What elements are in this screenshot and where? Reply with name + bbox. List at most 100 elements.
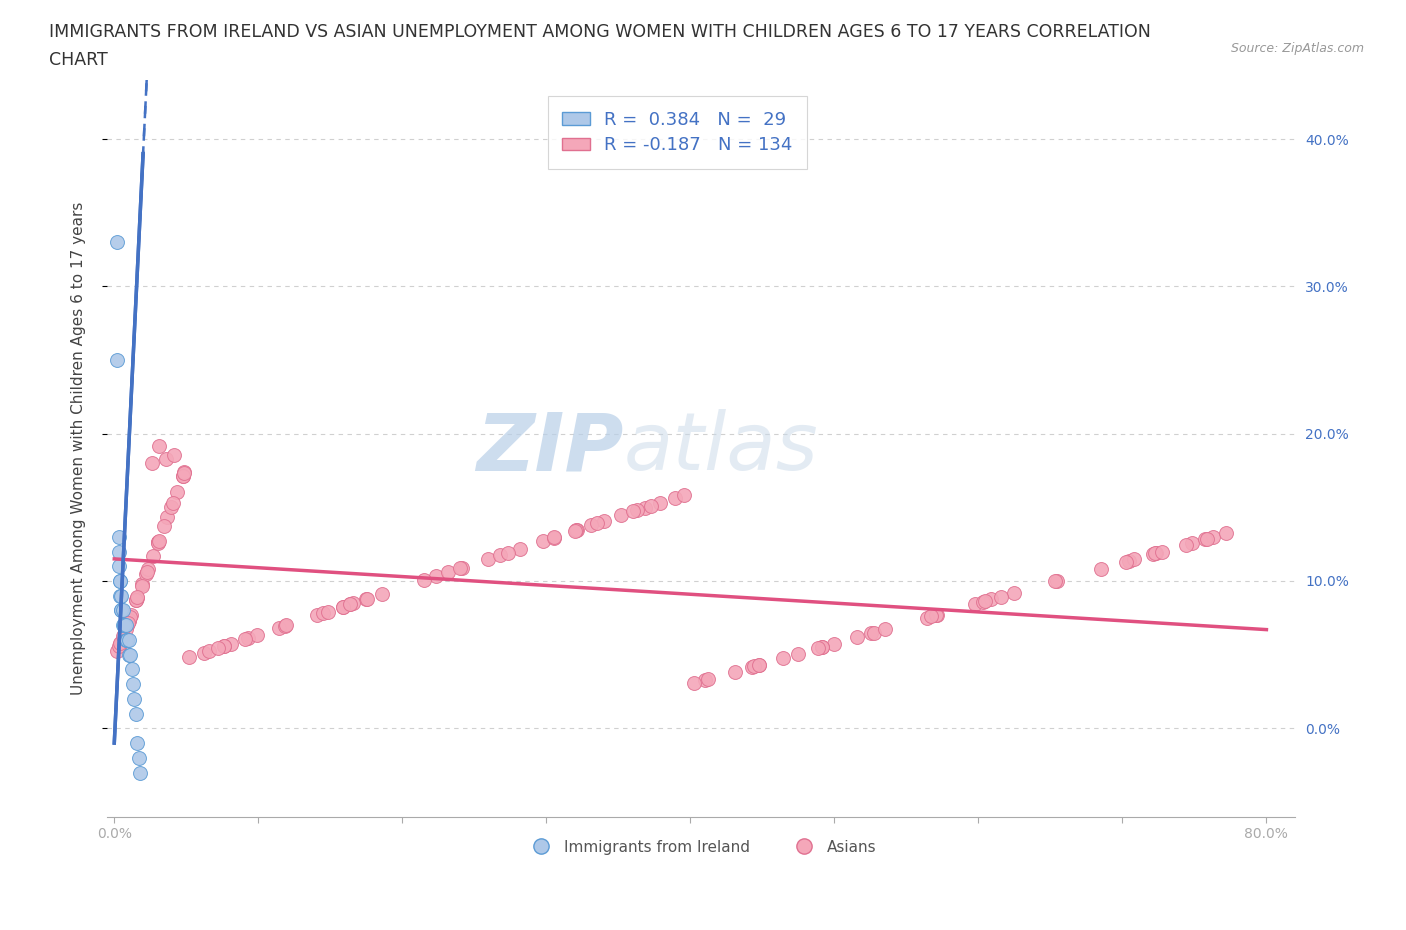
Point	[742, 658, 765, 673]
Point	[129, 765, 152, 780]
Point	[148, 438, 170, 453]
Point	[640, 498, 662, 513]
Point	[648, 495, 671, 510]
Point	[610, 508, 633, 523]
Point	[115, 618, 138, 632]
Point	[135, 565, 157, 579]
Point	[846, 630, 869, 644]
Point	[212, 639, 235, 654]
Legend: Immigrants from Ireland, Asians: Immigrants from Ireland, Asians	[520, 833, 883, 860]
Point	[1090, 561, 1112, 576]
Point	[207, 641, 229, 656]
Point	[437, 565, 460, 579]
Point	[118, 632, 141, 647]
Point	[166, 485, 188, 499]
Point	[110, 589, 132, 604]
Point	[823, 636, 845, 651]
Point	[146, 535, 169, 550]
Point	[693, 672, 716, 687]
Point	[1045, 574, 1067, 589]
Point	[683, 675, 706, 690]
Point	[114, 632, 136, 647]
Point	[173, 465, 195, 480]
Point	[626, 502, 648, 517]
Point	[177, 650, 200, 665]
Point	[108, 574, 131, 589]
Point	[125, 592, 148, 607]
Point	[1002, 586, 1025, 601]
Point	[105, 644, 128, 658]
Point	[105, 352, 128, 367]
Point	[1142, 547, 1164, 562]
Point	[107, 544, 129, 559]
Point	[120, 607, 142, 622]
Point	[111, 618, 134, 632]
Point	[141, 456, 163, 471]
Point	[114, 621, 136, 636]
Point	[565, 523, 588, 538]
Point	[172, 469, 194, 484]
Point	[112, 618, 135, 632]
Point	[118, 610, 141, 625]
Point	[135, 566, 157, 581]
Point	[246, 628, 269, 643]
Point	[633, 500, 655, 515]
Point	[672, 487, 695, 502]
Point	[1202, 529, 1225, 544]
Point	[354, 591, 377, 606]
Point	[862, 625, 884, 640]
Text: IMMIGRANTS FROM IRELAND VS ASIAN UNEMPLOYMENT AMONG WOMEN WITH CHILDREN AGES 6 T: IMMIGRANTS FROM IRELAND VS ASIAN UNEMPLO…	[49, 23, 1152, 41]
Point	[276, 618, 298, 632]
Point	[122, 677, 145, 692]
Point	[1046, 574, 1069, 589]
Point	[193, 645, 215, 660]
Point	[564, 523, 586, 538]
Point	[1215, 526, 1237, 541]
Point	[980, 592, 1002, 607]
Point	[127, 736, 149, 751]
Point	[1181, 536, 1204, 551]
Point	[741, 659, 763, 674]
Point	[162, 496, 184, 511]
Text: Source: ZipAtlas.com: Source: ZipAtlas.com	[1230, 42, 1364, 55]
Point	[1175, 538, 1198, 552]
Point	[509, 541, 531, 556]
Point	[105, 234, 128, 249]
Point	[107, 559, 129, 574]
Point	[593, 513, 616, 528]
Point	[1118, 553, 1140, 568]
Text: atlas: atlas	[624, 409, 818, 487]
Point	[332, 599, 354, 614]
Point	[108, 639, 131, 654]
Point	[108, 574, 131, 589]
Point	[579, 518, 602, 533]
Point	[973, 594, 995, 609]
Point	[990, 590, 1012, 604]
Point	[496, 545, 519, 560]
Point	[810, 640, 832, 655]
Point	[114, 618, 136, 632]
Point	[120, 647, 142, 662]
Point	[356, 591, 378, 606]
Point	[748, 658, 770, 672]
Point	[131, 577, 153, 591]
Point	[772, 651, 794, 666]
Point	[112, 618, 135, 632]
Point	[925, 607, 948, 622]
Point	[312, 606, 335, 621]
Point	[128, 751, 150, 765]
Point	[163, 448, 186, 463]
Point	[697, 671, 720, 686]
Text: CHART: CHART	[49, 51, 108, 69]
Point	[807, 641, 830, 656]
Y-axis label: Unemployment Among Women with Children Ages 6 to 17 years: Unemployment Among Women with Children A…	[72, 202, 86, 695]
Point	[127, 591, 149, 605]
Point	[305, 608, 328, 623]
Point	[1194, 532, 1216, 547]
Point	[543, 530, 565, 545]
Point	[142, 549, 165, 564]
Point	[125, 706, 148, 721]
Point	[156, 510, 179, 525]
Point	[108, 636, 131, 651]
Point	[413, 573, 436, 588]
